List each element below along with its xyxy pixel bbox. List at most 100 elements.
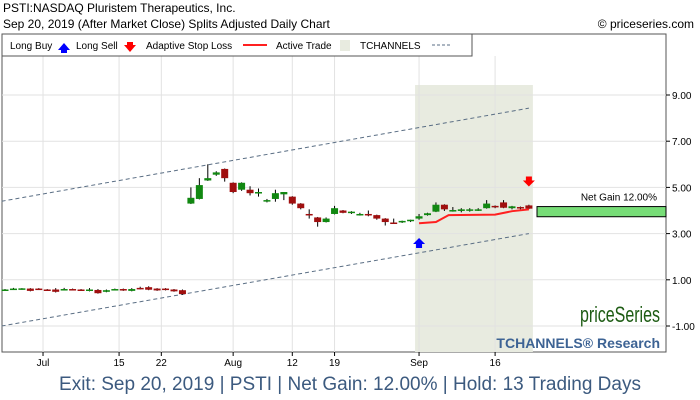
candle-body <box>255 192 262 194</box>
candle <box>69 288 77 291</box>
candle-body <box>153 288 161 291</box>
candle <box>119 288 127 291</box>
adaptive-stop-loss-line <box>418 208 530 225</box>
candle <box>60 287 68 291</box>
chart-subtitle: Sep 20, 2019 (After Market Close) Splits… <box>3 17 330 31</box>
candle-body <box>86 289 93 292</box>
active-trade-region <box>415 85 533 352</box>
candle-body <box>424 213 431 216</box>
candle <box>297 203 305 210</box>
candle <box>178 289 186 295</box>
candle <box>280 192 288 201</box>
candle <box>9 287 17 291</box>
candle <box>35 288 43 291</box>
legend-label-long-sell: Long Sell <box>76 41 118 52</box>
legend-buy-arrow-icon <box>58 43 70 53</box>
candle <box>111 288 119 291</box>
candle-body <box>398 220 406 223</box>
candle-body <box>525 205 533 209</box>
logo-priceseries: priceSeries <box>580 302 660 327</box>
legend-label-active-trade: Active Trade <box>276 41 332 52</box>
candle <box>508 205 516 210</box>
candle-body <box>331 208 339 214</box>
candle-body <box>178 290 186 295</box>
candle <box>170 289 178 292</box>
candle-body <box>440 204 448 210</box>
candle-body <box>162 288 170 291</box>
candle-body <box>238 182 246 190</box>
candle <box>466 208 474 212</box>
candle <box>238 182 246 191</box>
candle-body <box>77 289 85 292</box>
candle <box>1 289 9 292</box>
candle-body <box>500 202 508 208</box>
candle <box>195 178 203 200</box>
candle <box>398 220 406 223</box>
candle-body <box>457 209 465 211</box>
candle <box>364 210 372 217</box>
candle-body <box>229 182 237 193</box>
candle-body <box>466 209 474 211</box>
candle <box>43 289 51 292</box>
candle <box>212 171 220 176</box>
candle-body <box>69 289 77 291</box>
candle-body <box>221 168 229 179</box>
y-tick-label: 5.00 <box>672 183 692 194</box>
candle <box>457 208 465 213</box>
candle-body <box>212 172 220 175</box>
plot-frame <box>1 33 667 353</box>
y-tick-label: 7.00 <box>672 137 692 148</box>
candle-body <box>43 289 51 292</box>
candle-body <box>449 210 457 212</box>
candle <box>407 219 415 223</box>
candle-body <box>415 216 423 219</box>
candle <box>128 288 136 292</box>
candle-body <box>373 215 381 219</box>
candle-body <box>271 193 279 199</box>
candle <box>229 182 237 194</box>
candle-body <box>516 207 524 209</box>
candle-body <box>297 203 305 209</box>
candle-body <box>195 185 203 199</box>
candle-body <box>390 222 398 225</box>
candle <box>525 204 533 210</box>
legend: Long Buy Long Sell Adaptive Stop Loss Activ… <box>1 33 473 57</box>
legend-label-tchannels: TCHANNELS <box>360 41 421 52</box>
copyright: © priceseries.com <box>597 17 694 31</box>
candle <box>26 288 34 292</box>
candle <box>18 288 26 290</box>
lower-channel-line <box>1 233 529 327</box>
candle <box>246 186 254 196</box>
candle-body <box>111 289 119 291</box>
candle <box>390 218 398 225</box>
candle-body <box>407 219 415 222</box>
candle-body <box>491 205 499 208</box>
y-tick-label: 9.00 <box>672 91 692 102</box>
candle-body <box>432 204 440 212</box>
candle-body <box>314 217 322 223</box>
candle <box>415 213 423 220</box>
candle-body <box>9 288 17 291</box>
legend-label-stop-loss: Adaptive Stop Loss <box>146 41 232 52</box>
candle <box>339 210 347 214</box>
x-tick-label: Aug <box>224 358 242 369</box>
candle <box>322 217 330 223</box>
candle <box>102 289 110 293</box>
candle-body <box>119 289 127 291</box>
candle <box>347 211 355 214</box>
candle-body <box>305 213 313 216</box>
candle-body <box>263 200 271 202</box>
candle-body <box>136 287 144 290</box>
x-tick-label: 15 <box>114 358 126 369</box>
candle <box>271 189 279 202</box>
candle <box>483 200 491 209</box>
candle <box>331 205 339 215</box>
candle-body <box>364 213 372 216</box>
candle <box>356 212 364 216</box>
candle-body <box>128 289 136 291</box>
candle <box>94 289 102 294</box>
trade-summary: Exit: Sep 20, 2019 | PSTI | Net Gain: 12… <box>59 374 641 395</box>
candle <box>500 200 508 209</box>
candle-body <box>246 189 254 194</box>
